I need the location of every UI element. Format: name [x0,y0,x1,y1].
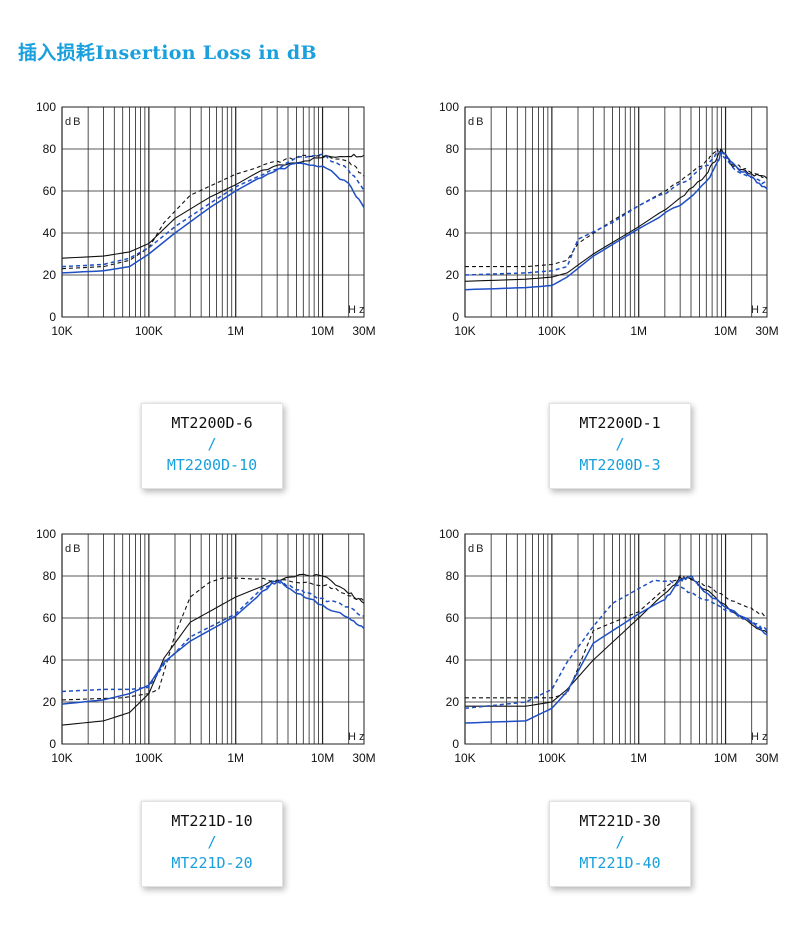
legend-black-model: MT221D-30 [579,812,661,830]
x-tick-label: 10M [714,324,737,338]
chart-svg: 0 20 40 60 80 100 10K 100K 1M 10M 30M dB Hz [36,100,376,338]
y-tick-label: 0 [452,310,459,324]
y-axis-unit: dB [65,116,82,128]
y-tick-label: 40 [43,226,57,240]
x-tick-label: 10M [311,751,334,765]
legend-blue-model: MT221D-40 [579,854,661,872]
x-axis-unit: Hz [751,304,770,316]
legend-box-mt221d-10-20: MT221D-10 / MT221D-20 [141,801,283,887]
series-line-black-dashed [61,577,365,701]
chart-svg: 0 20 40 60 80 100 10K 100K 1M 10M 30M dB Hz [36,527,376,765]
insertion-loss-chart-mt2200d-6-10: 0 20 40 60 80 100 10K 100K 1M 10M 30M dB Hz [0,95,400,355]
y-tick-label: 100 [439,100,459,114]
y-tick-label: 20 [446,268,460,282]
x-tick-label: 30M [352,324,375,338]
y-axis-unit: dB [468,116,485,128]
y-tick-label: 40 [446,653,460,667]
y-tick-label: 60 [446,611,460,625]
x-tick-label: 100K [538,751,566,765]
legend-separator: / [207,833,217,851]
series-line-black-solid [61,153,365,259]
legend-blue-model: MT2200D-10 [166,456,258,474]
series-line-blue-dashed [61,580,365,693]
legend-black-model: MT221D-10 [171,812,253,830]
legend-box-mt2200d-6-10: MT2200D-6 / MT2200D-10 [141,403,283,489]
series-line-blue-solid [464,574,768,724]
page-title: 插入损耗Insertion Loss in dB [18,42,317,64]
y-tick-label: 60 [43,184,57,198]
insertion-loss-chart-mt221d-30-40: 0 20 40 60 80 100 10K 100K 1M 10M 30M dB Hz [403,522,800,782]
legend-box-mt221d-30-40: MT221D-30 / MT221D-40 [549,801,691,887]
y-tick-label: 40 [43,653,57,667]
y-tick-label: 60 [446,184,460,198]
legend-black-model: MT2200D-1 [579,414,661,432]
x-tick-label: 30M [755,751,778,765]
series-line-black-solid [61,573,365,726]
y-tick-label: 80 [446,569,460,583]
y-tick-label: 80 [43,142,57,156]
series-line-blue-solid [61,579,365,705]
x-tick-label: 30M [352,751,375,765]
series-line-black-dashed [465,574,768,699]
legend-separator: / [615,833,625,851]
y-tick-label: 100 [36,527,56,541]
y-tick-label: 0 [452,737,459,751]
series-line-blue-solid [61,162,365,274]
x-axis-unit: Hz [348,304,367,316]
y-tick-label: 100 [36,100,56,114]
x-tick-label: 100K [135,324,163,338]
x-tick-label: 10K [454,751,475,765]
series-line-blue-dashed [61,153,365,268]
x-tick-label: 1M [630,324,647,338]
x-tick-label: 10M [714,751,737,765]
y-tick-label: 80 [43,569,57,583]
series-line-blue-dashed [464,579,768,710]
chart-svg: 0 20 40 60 80 100 10K 100K 1M 10M 30M dB Hz [439,527,779,765]
y-axis-unit: dB [468,543,485,555]
y-tick-label: 40 [446,226,460,240]
y-tick-label: 0 [49,310,56,324]
x-tick-label: 10M [311,324,334,338]
x-tick-label: 10K [454,324,475,338]
x-tick-label: 10K [51,324,72,338]
series-line-black-dashed [61,154,365,270]
y-tick-label: 0 [49,737,56,751]
series-line-black-dashed [465,147,768,268]
legend-box-mt2200d-1-3: MT2200D-1 / MT2200D-3 [549,403,691,489]
x-tick-label: 1M [630,751,647,765]
insertion-loss-chart-mt221d-10-20: 0 20 40 60 80 100 10K 100K 1M 10M 30M dB Hz [0,522,400,782]
x-tick-label: 10K [51,751,72,765]
y-axis-unit: dB [65,543,82,555]
legend-black-model: MT2200D-6 [171,414,253,432]
x-axis-unit: Hz [751,731,770,743]
x-tick-label: 100K [135,751,163,765]
y-tick-label: 60 [43,611,57,625]
chart-svg: 0 20 40 60 80 100 10K 100K 1M 10M 30M dB Hz [439,100,779,338]
y-tick-label: 20 [43,268,57,282]
x-tick-label: 1M [227,751,244,765]
y-tick-label: 100 [439,527,459,541]
y-tick-label: 80 [446,142,460,156]
series-line-blue-dashed [464,151,768,276]
y-tick-label: 20 [43,695,57,709]
x-tick-label: 30M [755,324,778,338]
y-tick-label: 20 [446,695,460,709]
x-tick-label: 1M [227,324,244,338]
x-axis-unit: Hz [348,731,367,743]
legend-blue-model: MT221D-20 [171,854,253,872]
series-line-black-solid [464,148,768,282]
legend-separator: / [207,435,217,453]
insertion-loss-chart-mt2200d-1-3: 0 20 40 60 80 100 10K 100K 1M 10M 30M dB Hz [403,95,800,355]
legend-blue-model: MT2200D-3 [579,456,661,474]
x-tick-label: 100K [538,324,566,338]
series-line-blue-solid [464,151,768,291]
legend-separator: / [615,435,625,453]
